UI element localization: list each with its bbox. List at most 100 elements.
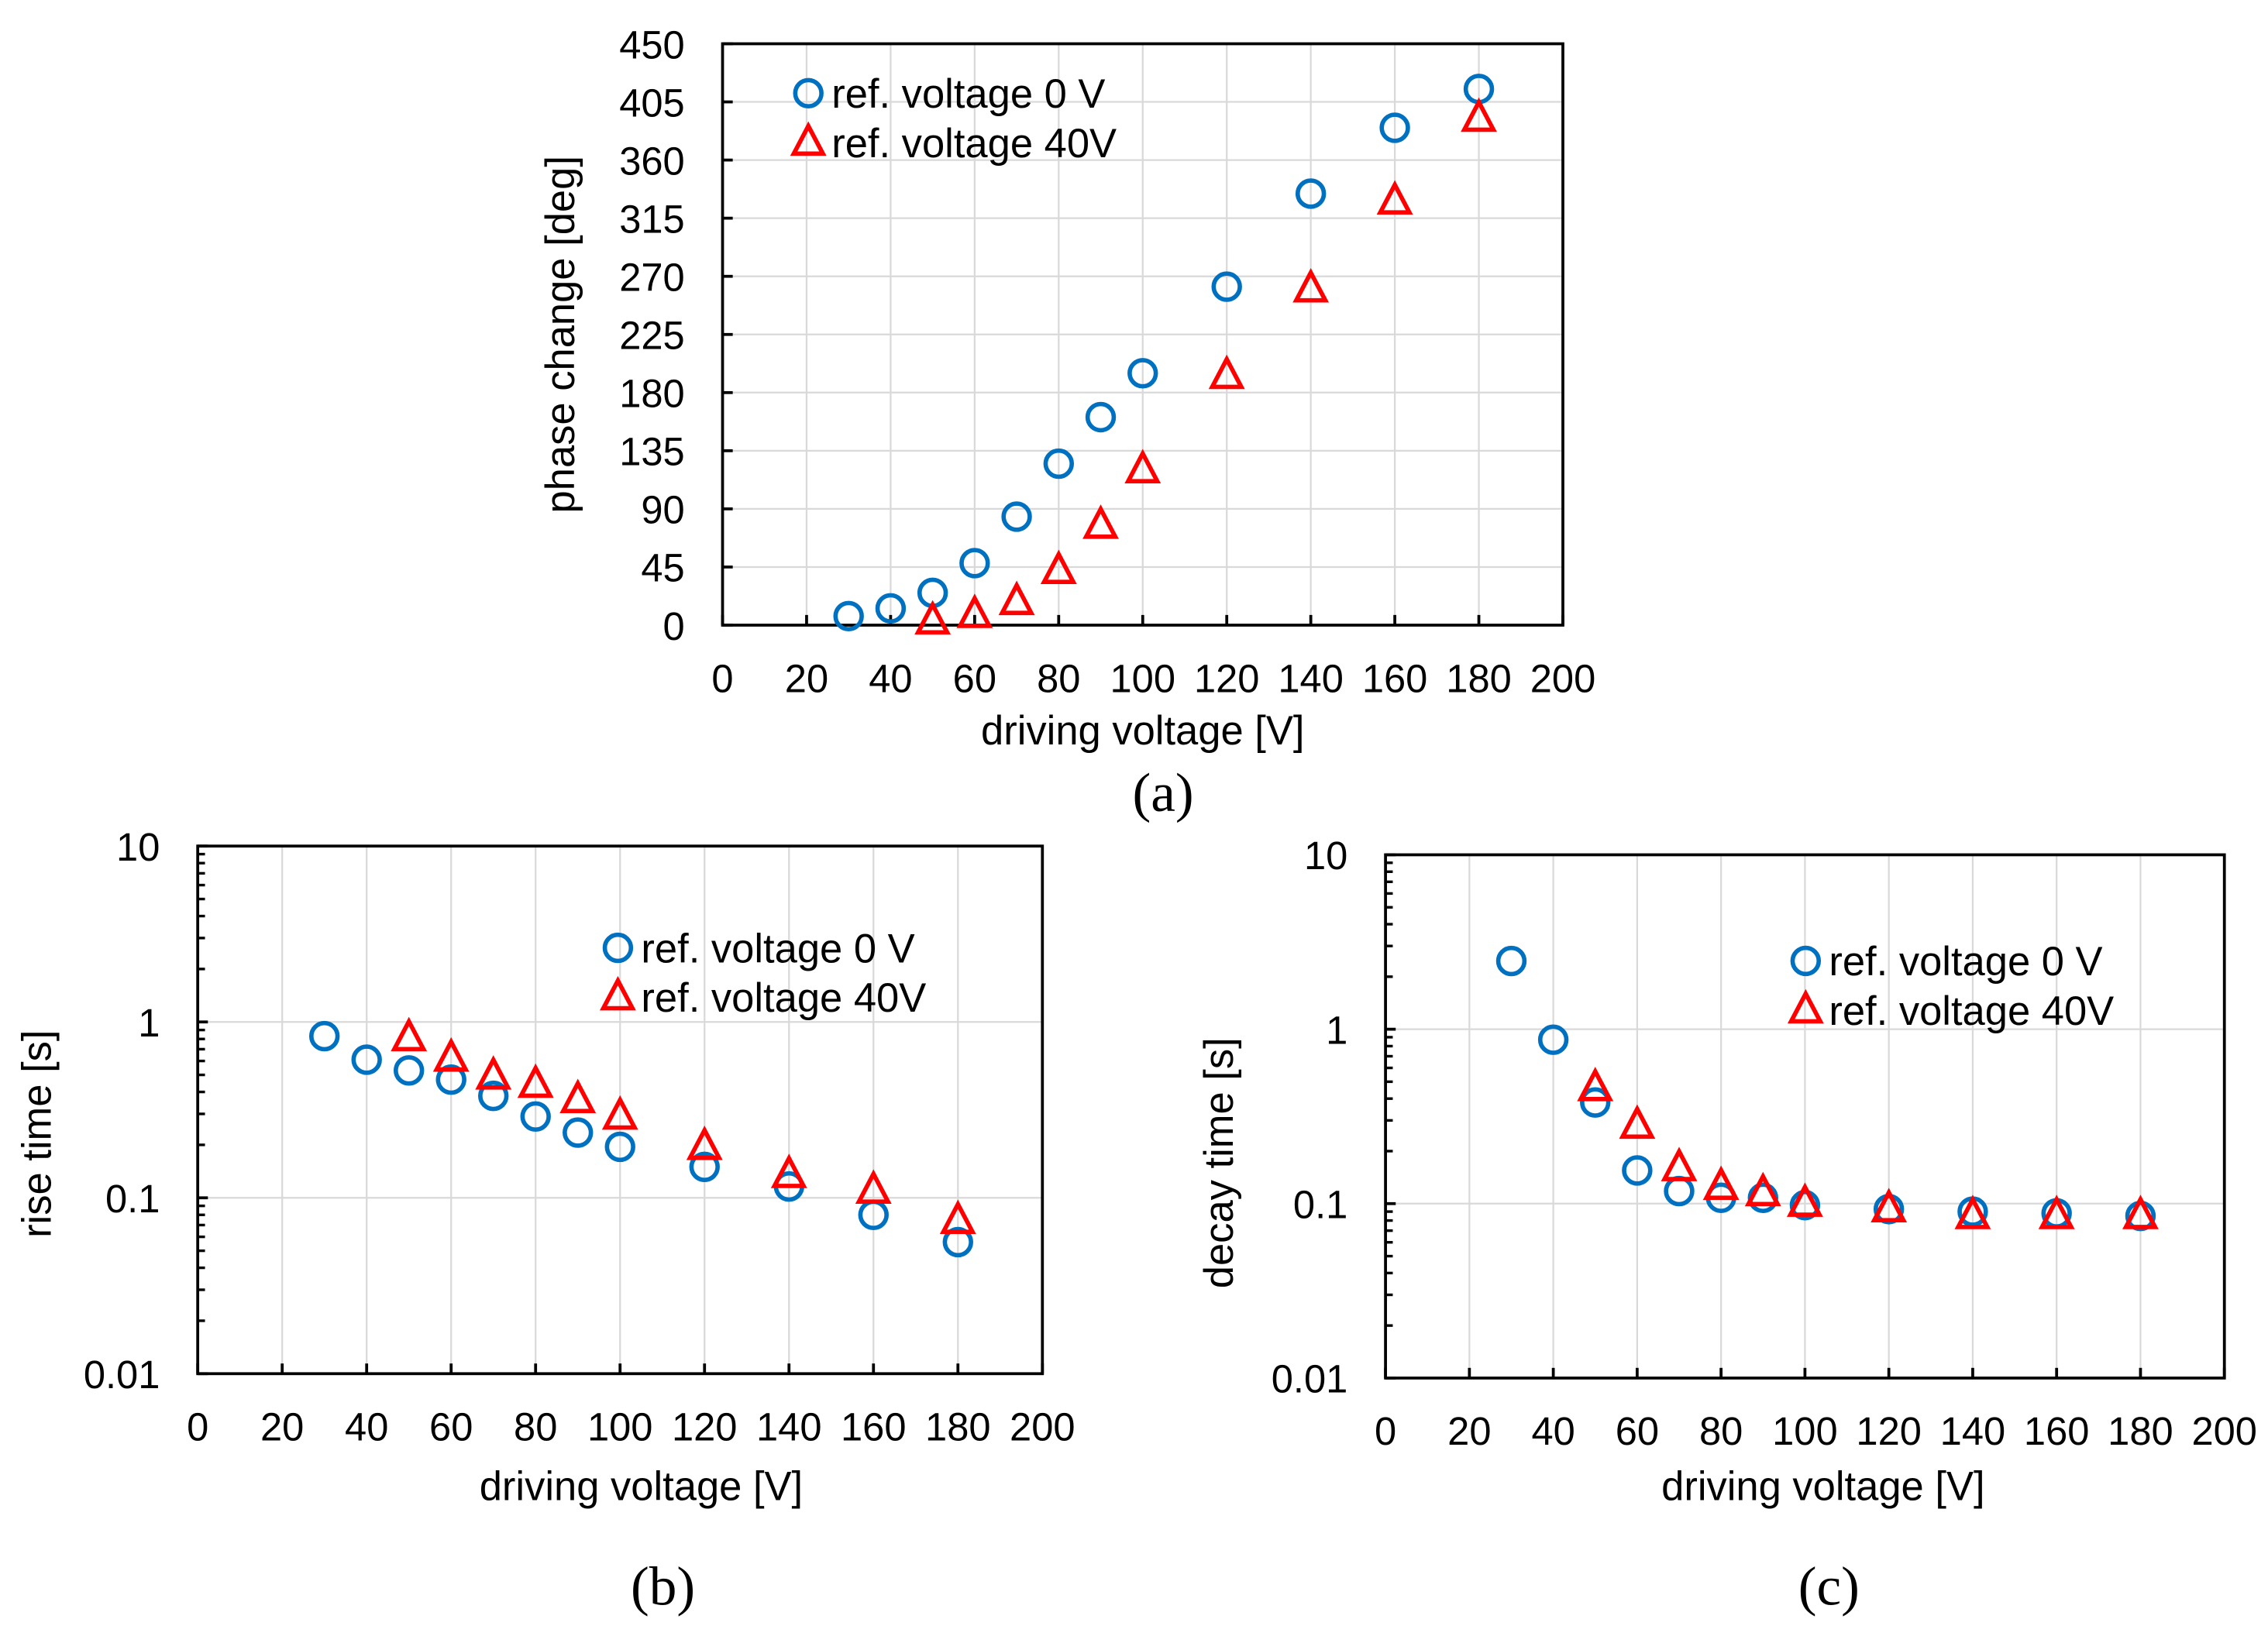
triangle-point [1744, 1171, 1781, 1207]
triangle-point [1870, 1188, 1908, 1222]
series-1 [914, 97, 1497, 635]
x-tick-label: 200 [2191, 1409, 2257, 1453]
x-tick-label: 180 [925, 1405, 991, 1449]
x-tick-label: 100 [1110, 656, 1176, 700]
x-tick-label: 40 [869, 656, 912, 700]
x-tick-label: 100 [587, 1405, 653, 1449]
y-tick-label: 45 [641, 546, 684, 590]
circle-point [833, 600, 864, 632]
circle-point [1043, 448, 1075, 480]
x-tick-label: 20 [785, 656, 828, 700]
circle-point [435, 1064, 466, 1095]
triangle-point [432, 1036, 470, 1072]
triangle-point [1577, 1067, 1614, 1102]
triangle-point [1040, 549, 1077, 585]
circle-point [604, 1131, 635, 1163]
circle-point [478, 1080, 509, 1112]
x-tick-label: 200 [1530, 656, 1596, 700]
x-tick-label: 80 [514, 1405, 557, 1449]
legend-label: ref. voltage 40V [1829, 988, 2114, 1034]
triangle-point [956, 593, 993, 628]
triangle-point [770, 1153, 807, 1188]
y-tick-label: 0.01 [1272, 1357, 1348, 1401]
circle-point [959, 548, 990, 579]
circle-point [351, 1044, 382, 1075]
circle-point [1622, 1155, 1653, 1186]
triangle-point [1954, 1195, 1991, 1229]
triangle-point [1619, 1104, 1656, 1140]
circle-point [1379, 112, 1410, 143]
x-tick-label: 60 [953, 656, 996, 700]
legend-label: ref. voltage 0 V [1829, 939, 2102, 985]
x-tick-label: 180 [2108, 1409, 2173, 1453]
legend-label: ref. voltage 0 V [831, 71, 1105, 117]
y-tick-label: 225 [619, 314, 684, 358]
triangle-point [517, 1063, 554, 1098]
x-tick-label: 20 [1447, 1409, 1491, 1453]
triangle-point [1661, 1146, 1698, 1181]
x-tick-label: 140 [756, 1405, 822, 1449]
y-tick-label: 1 [138, 1001, 160, 1045]
circle-point [1664, 1175, 1695, 1207]
y-tick-label: 135 [619, 430, 684, 474]
x-axis-label: driving voltage [V] [1661, 1464, 1984, 1510]
x-tick-label: 120 [672, 1405, 738, 1449]
circle-point [875, 593, 907, 624]
x-axis-label: driving voltage [V] [981, 708, 1304, 754]
legend-marker [1787, 988, 1824, 1024]
circle-point [689, 1151, 720, 1182]
triangle-point [1461, 97, 1497, 132]
legend-marker [599, 975, 636, 1011]
triangle-point [1702, 1165, 1740, 1201]
x-tick-label: 160 [1362, 656, 1428, 700]
y-tick-label: 360 [619, 139, 684, 183]
circle-point [1085, 401, 1117, 433]
chart-c: 0 20 40 60 80 100 120 140 160 180 200 0.01 0.1 1 10 dri… [1196, 834, 2257, 1617]
x-tick-label: 80 [1699, 1409, 1743, 1453]
legend-marker [790, 121, 827, 156]
chart-caption: (b) [631, 1556, 695, 1617]
circle-point [394, 1055, 425, 1086]
circle-point [1537, 1024, 1569, 1055]
chart-b: 0 20 40 60 80 100 120 140 160 180 200 0.01 0.1 1 10 dri… [15, 825, 1075, 1617]
circle-point [1495, 945, 1527, 977]
y-axis-label: phase change [deg] [538, 156, 583, 513]
x-tick-label: 0 [1375, 1409, 1396, 1453]
series-1 [391, 1016, 976, 1235]
y-tick-label: 10 [1304, 834, 1347, 878]
triangle-point [601, 1095, 638, 1130]
triangle-point [1124, 449, 1162, 483]
circle-point [520, 1101, 551, 1132]
circle-point [1295, 178, 1327, 209]
circle-point [1001, 501, 1032, 532]
triangle-point [686, 1125, 723, 1160]
y-axis-label: rise time [s] [15, 1030, 60, 1237]
chart-a: 0 20 40 60 80 100 120 140 160 180 200 0 45 90 135 180 22… [538, 22, 1595, 823]
y-tick-label: 0.1 [1293, 1183, 1347, 1227]
x-tick-label: 60 [1616, 1409, 1659, 1453]
triangle-point [1376, 180, 1413, 215]
y-tick-label: 270 [619, 255, 684, 299]
x-tick-label: 120 [1856, 1409, 1922, 1453]
chart-caption: (a) [1132, 762, 1193, 823]
triangle-point [559, 1078, 597, 1114]
triangle-point [2122, 1195, 2159, 1229]
y-tick-label: 180 [619, 372, 684, 416]
circle-point [1127, 358, 1158, 389]
x-tick-label: 0 [187, 1405, 208, 1449]
x-tick-label: 140 [1940, 1409, 2006, 1453]
y-tick-label: 0 [663, 604, 685, 648]
x-tick-label: 60 [429, 1405, 473, 1449]
x-tick-label: 40 [1531, 1409, 1575, 1453]
circle-point [563, 1117, 594, 1148]
x-tick-label: 40 [345, 1405, 388, 1449]
triangle-point [2038, 1195, 2075, 1229]
triangle-point [391, 1016, 428, 1052]
x-tick-label: 160 [2024, 1409, 2090, 1453]
x-tick-label: 200 [1010, 1405, 1075, 1449]
x-tick-label: 20 [260, 1405, 304, 1449]
series-0 [308, 1020, 973, 1258]
legend-marker [602, 932, 634, 964]
